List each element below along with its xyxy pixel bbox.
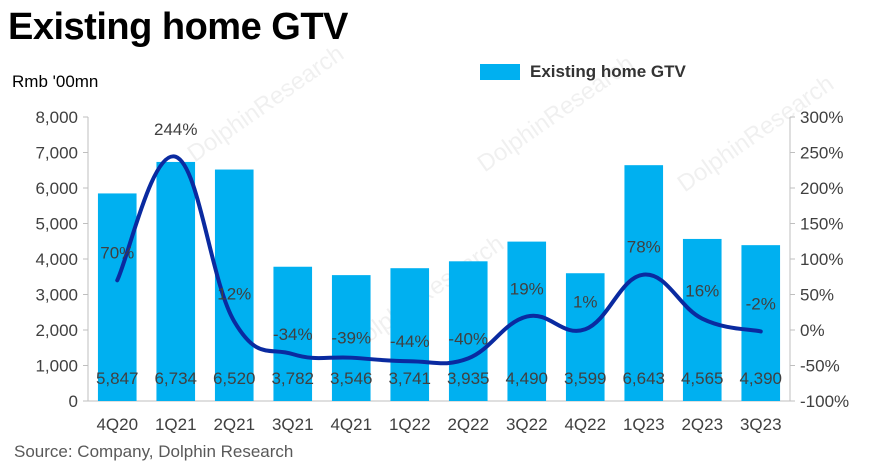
line-data-label-4Q21: -39%: [331, 329, 371, 348]
y-left-tick-label: 1,000: [35, 357, 78, 376]
bar-3Q23: [741, 245, 781, 401]
bar-value-label-4Q20: 5,847: [96, 369, 139, 388]
bar-value-label-1Q21: 6,734: [154, 369, 197, 388]
bar-2Q22: [448, 261, 488, 401]
x-tick-label-2Q21: 2Q21: [213, 415, 255, 434]
line-data-label-1Q23: 78%: [627, 238, 661, 257]
bar-1Q21: [156, 161, 196, 401]
bar-4Q22: [565, 273, 605, 401]
watermark-0: DolphinResearch: [183, 40, 349, 168]
x-tick-label-2Q22: 2Q22: [447, 415, 489, 434]
bar-1Q23: [624, 165, 664, 401]
y-right-tick-label: 200%: [800, 179, 843, 198]
legend-label: Existing home GTV: [530, 62, 686, 81]
bar-value-label-4Q22: 3,599: [564, 369, 607, 388]
line-data-label-3Q22: 19%: [510, 280, 544, 299]
legend: Existing home GTV: [480, 62, 686, 82]
y-right-tick-label: 250%: [800, 144, 843, 163]
line-data-label-3Q21: -34%: [273, 325, 313, 344]
bar-4Q20: [97, 193, 137, 401]
x-tick-label-4Q20: 4Q20: [96, 415, 138, 434]
y-right-tick-label: 50%: [800, 286, 834, 305]
watermark-1: DolphinResearch: [473, 50, 639, 178]
y-left-tick-label: 8,000: [35, 108, 78, 127]
line-data-label-3Q23: -2%: [746, 294, 776, 313]
y-right-tick-label: -100%: [800, 392, 849, 411]
y-left-tick-label: 2,000: [35, 321, 78, 340]
y-right-tick-label: -50%: [800, 357, 840, 376]
bar-value-label-3Q23: 4,390: [739, 369, 782, 388]
y-left-tick-label: 0: [69, 392, 78, 411]
y-axis-unit-label: Rmb '00mn: [12, 72, 99, 91]
x-tick-label-1Q22: 1Q22: [389, 415, 431, 434]
line-data-label-2Q21: 12%: [217, 284, 251, 303]
line-data-label-4Q20: 70%: [100, 243, 134, 262]
x-tick-label-3Q21: 3Q21: [272, 415, 314, 434]
y-left-tick-label: 6,000: [35, 179, 78, 198]
x-tick-label-3Q23: 3Q23: [740, 415, 782, 434]
line-data-label-2Q22: -40%: [448, 329, 488, 348]
line-data-label-1Q21: 244%: [154, 120, 197, 139]
bar-value-label-2Q22: 3,935: [447, 369, 490, 388]
x-tick-label-1Q23: 1Q23: [623, 415, 665, 434]
bar-value-label-4Q21: 3,546: [330, 369, 373, 388]
y-right-tick-label: 100%: [800, 250, 843, 269]
bar-value-label-3Q21: 3,782: [271, 369, 314, 388]
bar-4Q21: [331, 275, 371, 401]
bar-1Q22: [390, 268, 430, 401]
y-right-tick-label: 150%: [800, 215, 843, 234]
y-left-tick-label: 4,000: [35, 250, 78, 269]
x-tick-label-4Q21: 4Q21: [330, 415, 372, 434]
yoy-growth-line: [115, 154, 763, 366]
y-right-tick-label: 300%: [800, 108, 843, 127]
bar-value-label-1Q22: 3,741: [388, 369, 431, 388]
y-right-tick-label: 0%: [800, 321, 825, 340]
line-data-label-2Q23: 16%: [685, 282, 719, 301]
x-tick-label-1Q21: 1Q21: [155, 415, 197, 434]
y-left-tick-label: 5,000: [35, 215, 78, 234]
bar-value-label-2Q23: 4,565: [681, 369, 724, 388]
bar-value-label-2Q21: 6,520: [213, 369, 256, 388]
source-note: Source: Company, Dolphin Research: [14, 442, 294, 461]
x-tick-label-4Q22: 4Q22: [564, 415, 606, 434]
bar-3Q21: [273, 266, 313, 401]
y-left-tick-label: 7,000: [35, 144, 78, 163]
chart-title: Existing home GTV: [8, 6, 348, 48]
x-tick-label-3Q22: 3Q22: [506, 415, 548, 434]
line-data-label-1Q22: -44%: [390, 332, 430, 351]
y-left-tick-label: 3,000: [35, 286, 78, 305]
bar-value-label-3Q22: 4,490: [505, 369, 548, 388]
line-data-label-4Q22: 1%: [573, 292, 598, 311]
x-tick-label-2Q23: 2Q23: [681, 415, 723, 434]
bar-value-label-1Q23: 6,643: [622, 369, 665, 388]
legend-swatch-bar: [480, 64, 520, 80]
